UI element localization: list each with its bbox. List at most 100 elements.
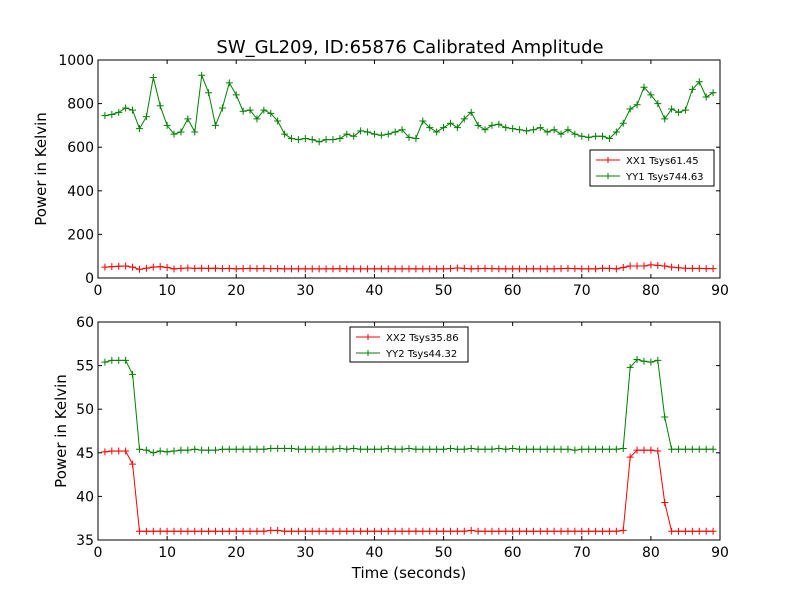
data-point xyxy=(191,527,199,535)
data-point xyxy=(294,136,302,144)
y-tick-label: 60 xyxy=(76,315,94,331)
data-point xyxy=(322,527,330,535)
data-point xyxy=(688,264,696,272)
data-point xyxy=(467,108,475,116)
data-point xyxy=(695,445,703,453)
data-point xyxy=(350,132,358,140)
data-point xyxy=(702,527,710,535)
data-point xyxy=(322,265,330,273)
data-point xyxy=(391,527,399,535)
data-point xyxy=(281,265,289,273)
data-point xyxy=(142,446,150,454)
data-point xyxy=(543,445,551,453)
data-point xyxy=(675,108,683,116)
data-point xyxy=(709,445,717,453)
data-point xyxy=(336,134,344,142)
data-point xyxy=(709,265,717,273)
data-point xyxy=(702,93,710,101)
data-point xyxy=(108,447,116,455)
data-point xyxy=(550,265,558,273)
data-point xyxy=(370,527,378,535)
data-point xyxy=(688,445,696,453)
data-point xyxy=(246,445,254,453)
data-point xyxy=(543,265,551,273)
data-point xyxy=(149,263,157,271)
data-point xyxy=(481,264,489,272)
data-point xyxy=(488,527,496,535)
data-point xyxy=(294,527,302,535)
data-point xyxy=(578,445,586,453)
data-point xyxy=(384,527,392,535)
data-point xyxy=(654,100,662,108)
data-point xyxy=(260,527,268,535)
data-point xyxy=(177,264,185,272)
data-point xyxy=(343,445,351,453)
data-point xyxy=(647,446,655,454)
data-point xyxy=(585,265,593,273)
data-point xyxy=(557,445,565,453)
data-point xyxy=(695,264,703,272)
data-point xyxy=(253,445,261,453)
data-point xyxy=(357,527,365,535)
data-point xyxy=(543,128,551,136)
data-point xyxy=(592,132,600,140)
data-point xyxy=(156,527,164,535)
data-point xyxy=(460,445,468,453)
legend: XX1 Tsys61.45 YY1 Tsys744.63 xyxy=(589,149,715,187)
data-point xyxy=(329,136,337,144)
data-point xyxy=(329,265,337,273)
data-point xyxy=(301,265,309,273)
data-point xyxy=(135,527,143,535)
data-point xyxy=(509,444,517,452)
data-point xyxy=(135,265,143,273)
data-point xyxy=(571,130,579,138)
data-point xyxy=(225,445,233,453)
data-point xyxy=(357,265,365,273)
data-point xyxy=(156,447,164,455)
data-point xyxy=(357,445,365,453)
data-point xyxy=(412,265,420,273)
data-point xyxy=(668,527,676,535)
data-point xyxy=(122,262,130,270)
data-point xyxy=(336,527,344,535)
data-point xyxy=(370,265,378,273)
data-point xyxy=(129,460,137,468)
data-point xyxy=(571,446,579,454)
data-point xyxy=(308,136,316,144)
data-point xyxy=(605,445,613,453)
data-point xyxy=(274,526,282,534)
data-point xyxy=(246,527,254,535)
data-point xyxy=(709,527,717,535)
legend-box xyxy=(589,149,715,187)
data-point xyxy=(453,445,461,453)
x-tick-label: 40 xyxy=(366,283,384,299)
data-point xyxy=(619,119,627,127)
data-point xyxy=(654,447,662,455)
data-point xyxy=(612,527,620,535)
data-point xyxy=(308,265,316,273)
data-point xyxy=(115,447,123,455)
data-point xyxy=(412,134,420,142)
data-point xyxy=(267,265,275,273)
data-point xyxy=(564,126,572,134)
x-tick-label: 70 xyxy=(573,283,591,299)
data-point xyxy=(205,264,213,272)
data-point xyxy=(426,265,434,273)
data-point xyxy=(440,445,448,453)
data-point xyxy=(516,126,524,134)
data-point xyxy=(599,445,607,453)
data-point xyxy=(426,445,434,453)
data-point xyxy=(101,112,109,120)
data-point xyxy=(522,527,530,535)
data-point xyxy=(488,445,496,453)
data-point xyxy=(101,263,109,271)
data-point xyxy=(239,265,247,273)
data-point xyxy=(218,104,226,112)
data-point xyxy=(433,527,441,535)
data-point xyxy=(474,121,482,129)
data-point xyxy=(619,526,627,534)
data-point xyxy=(115,108,123,116)
data-point xyxy=(467,526,475,534)
data-point xyxy=(170,265,178,273)
